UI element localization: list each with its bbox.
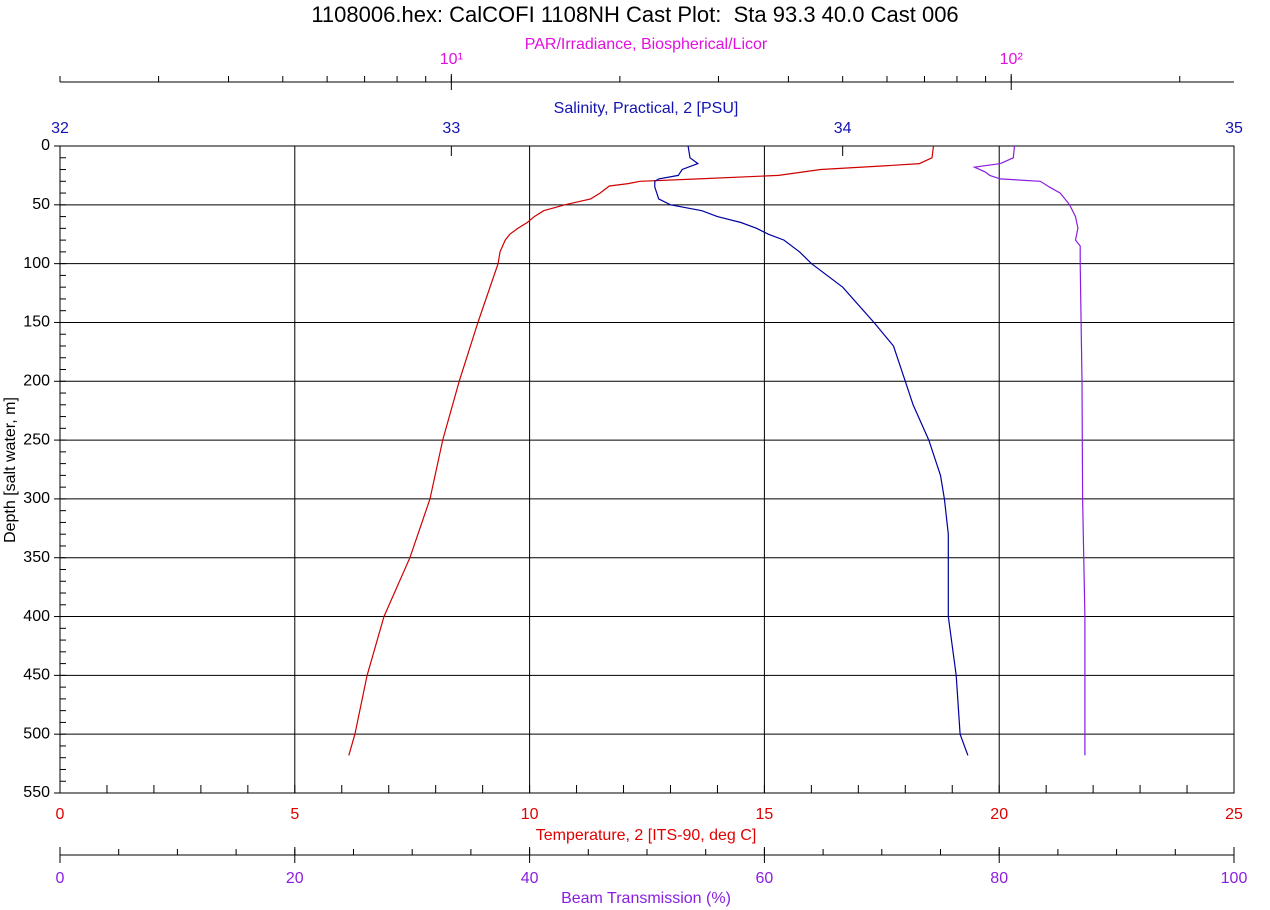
- y-tick-label: 50: [32, 196, 50, 213]
- x4-tick-label: 10¹: [440, 51, 463, 68]
- y-tick-label: 150: [23, 314, 50, 331]
- y-tick-label: 100: [23, 255, 50, 272]
- y-tick-label: 450: [23, 667, 50, 684]
- y-tick-label: 550: [23, 784, 50, 801]
- y-tick-label: 250: [23, 431, 50, 448]
- x2-tick-label: 32: [51, 120, 69, 137]
- par-axis-label: PAR/Irradiance, Biospherical/Licor: [525, 36, 768, 53]
- y-tick-label: 350: [23, 549, 50, 566]
- x-tick-label: 15: [756, 806, 774, 823]
- x2-tick-label: 33: [442, 120, 460, 137]
- plot-frame: [59, 145, 1235, 794]
- profile-line: [654, 145, 969, 756]
- x3-tick-label: 0: [56, 870, 65, 887]
- temperature-axis-label: Temperature, 2 [ITS-90, deg C]: [536, 827, 757, 844]
- salinity-axis-label: Salinity, Practical, 2 [PSU]: [554, 100, 739, 117]
- x-tick-label: 20: [990, 806, 1008, 823]
- y-tick-label: 300: [23, 490, 50, 507]
- x3-tick-label: 40: [521, 870, 539, 887]
- x-tick-label: 0: [56, 806, 65, 823]
- x4-tick-label: 10²: [1000, 51, 1024, 68]
- y-tick-label: 200: [23, 372, 50, 389]
- x-tick-label: 25: [1225, 806, 1243, 823]
- y-tick-label: 400: [23, 608, 50, 625]
- x3-tick-label: 60: [756, 870, 774, 887]
- y-tick-label: 500: [23, 725, 50, 742]
- profile-line: [972, 145, 1086, 756]
- y-tick-label: 0: [41, 137, 50, 154]
- x2-tick-label: 34: [834, 120, 852, 137]
- depth-axis-label: Depth [salt water, m]: [2, 397, 19, 543]
- beam-axis-label: Beam Transmission (%): [561, 890, 731, 907]
- x3-tick-label: 100: [1221, 870, 1248, 887]
- x2-tick-label: 35: [1225, 120, 1243, 137]
- profile-line: [348, 145, 935, 756]
- x-tick-label: 5: [290, 806, 299, 823]
- chart-title: 1108006.hex: CalCOFI 1108NH Cast Plot: S…: [311, 2, 958, 27]
- x3-tick-label: 20: [286, 870, 304, 887]
- x-tick-label: 10: [521, 806, 539, 823]
- x3-tick-label: 80: [990, 870, 1008, 887]
